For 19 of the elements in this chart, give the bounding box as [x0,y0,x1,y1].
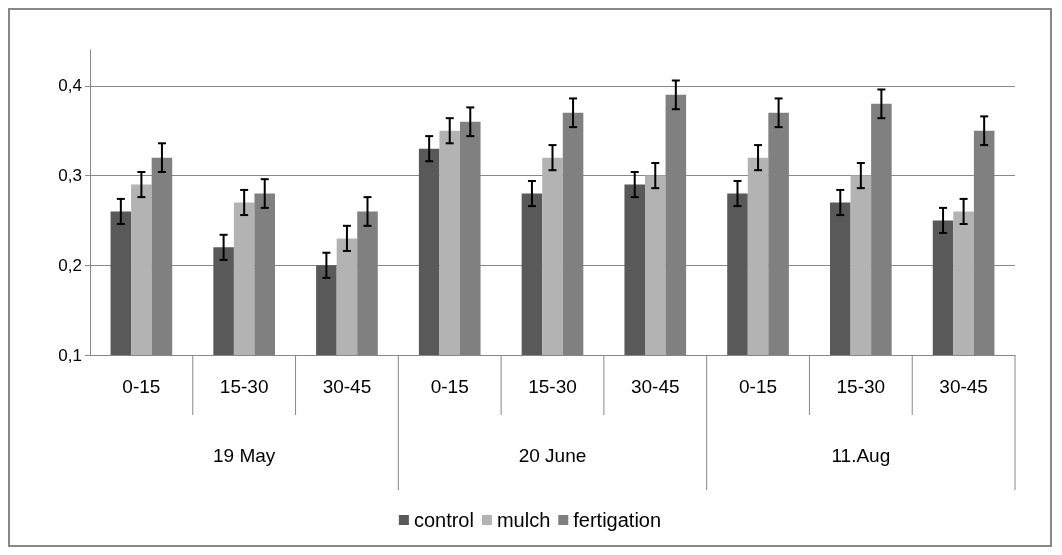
y-tick-label: 0,2 [58,255,82,275]
legend-label: control [413,509,474,531]
legend-label: mulch [496,509,551,531]
x-tick-label: 30-45 [322,376,372,397]
x-tick-label: 0-15 [122,376,161,397]
text: 20 June [518,444,587,466]
x-tick-label: 15-30 [528,376,577,397]
text: 11.Aug [831,444,891,466]
x-tick-label: 15-30 [836,376,886,397]
x-tick-label: 30-45 [939,376,988,397]
x-tick-label: 30-45 [630,376,680,397]
x-tick-label: 0-15 [430,376,469,397]
y-tick-label: 0,3 [58,166,82,186]
y-tick-label: 0,4 [58,76,82,96]
x-tick-label: 15-30 [219,376,269,397]
text: 19 May [213,444,276,466]
x-tick-label: 0-15 [739,376,778,397]
legend-label: fertigation [573,509,662,531]
y-tick-label: 0,1 [58,345,82,365]
